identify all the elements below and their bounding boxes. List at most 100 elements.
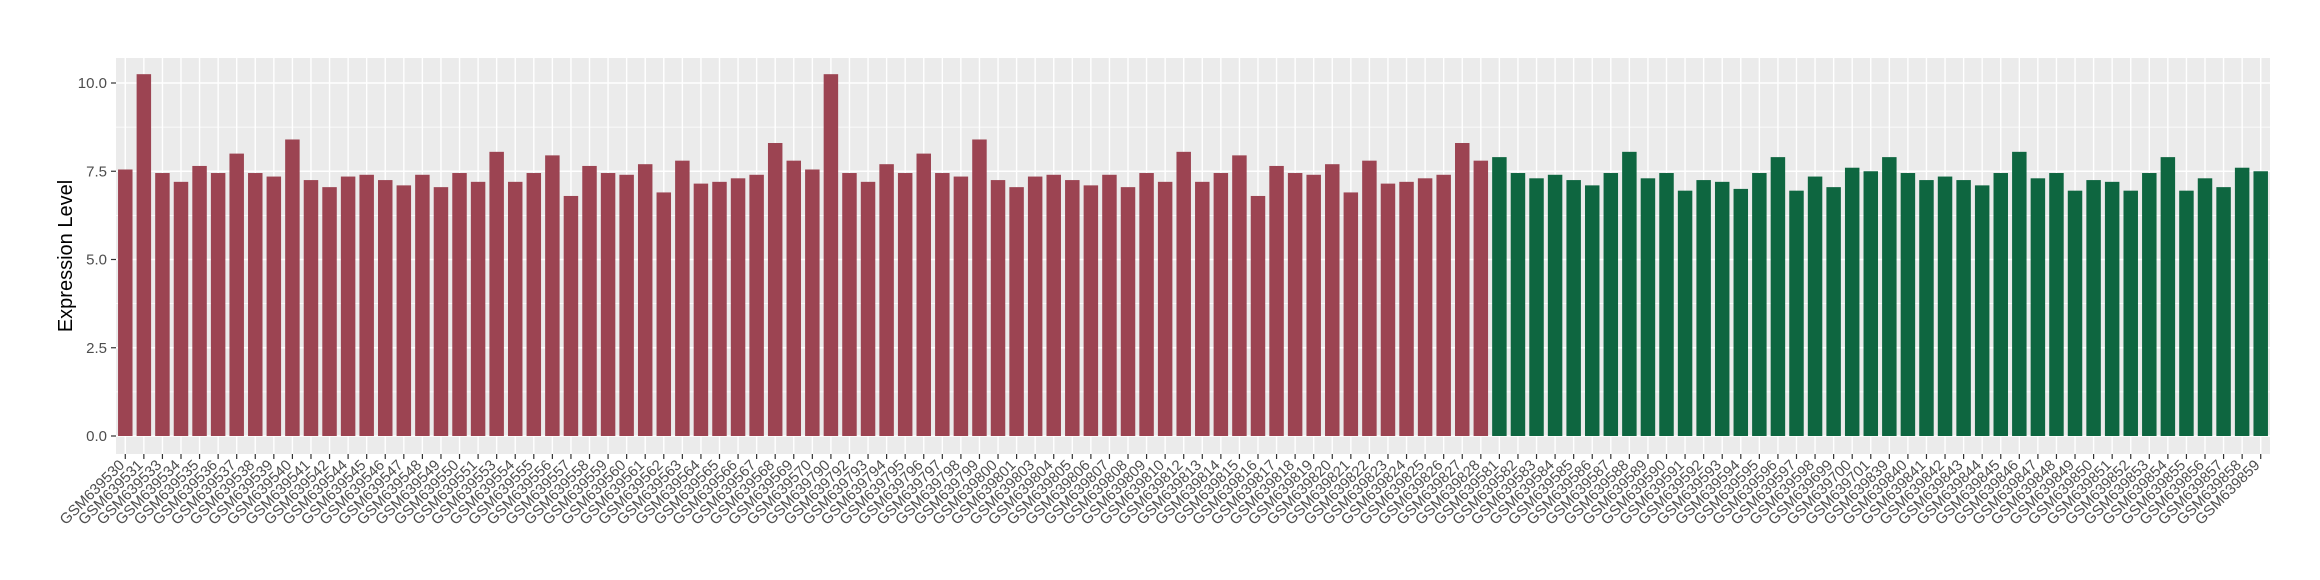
bar-GSM639845 bbox=[1993, 173, 2008, 436]
bar-GSM639596 bbox=[1770, 157, 1786, 436]
bar-GSM639586 bbox=[1584, 185, 1600, 436]
y-tick-label: 7.5 bbox=[86, 163, 107, 180]
bar-GSM639844 bbox=[1974, 185, 1990, 436]
bar-GSM639569 bbox=[786, 160, 802, 436]
bar-GSM639827 bbox=[1455, 143, 1470, 436]
bar-GSM639813 bbox=[1195, 181, 1210, 436]
bar-GSM639566 bbox=[730, 178, 746, 436]
bar-GSM639807 bbox=[1102, 174, 1117, 436]
x-axis: GSM639530GSM639531GSM639533GSM639534GSM6… bbox=[57, 454, 2264, 528]
bar-GSM639853 bbox=[2142, 173, 2157, 436]
bar-GSM639536 bbox=[210, 173, 226, 436]
bar-GSM639819 bbox=[1306, 174, 1321, 436]
bar-GSM639818 bbox=[1287, 173, 1303, 436]
bar-GSM639587 bbox=[1603, 173, 1619, 436]
bar-GSM639556 bbox=[545, 155, 560, 436]
bar-GSM639790 bbox=[823, 74, 839, 437]
bar-GSM639597 bbox=[1789, 190, 1804, 436]
bar-GSM639847 bbox=[2030, 178, 2046, 436]
bar-GSM639544 bbox=[340, 176, 356, 437]
bar-GSM639539 bbox=[266, 176, 282, 437]
bar-GSM639795 bbox=[897, 173, 913, 436]
bar-GSM639530 bbox=[118, 169, 133, 437]
bar-GSM639699 bbox=[1826, 187, 1841, 436]
bar-GSM639562 bbox=[656, 192, 672, 436]
bar-GSM639822 bbox=[1362, 160, 1377, 436]
bar-GSM639809 bbox=[1139, 173, 1154, 436]
bar-GSM639849 bbox=[2067, 190, 2083, 436]
bar-GSM639531 bbox=[136, 74, 152, 437]
bar-GSM639821 bbox=[1343, 192, 1359, 436]
bar-series bbox=[118, 74, 2268, 437]
bar-GSM639555 bbox=[526, 173, 542, 436]
bar-GSM639535 bbox=[192, 165, 207, 436]
bar-GSM639808 bbox=[1120, 187, 1136, 436]
bar-GSM639583 bbox=[1529, 178, 1544, 436]
bar-GSM639798 bbox=[953, 176, 969, 437]
bar-GSM639589 bbox=[1640, 178, 1656, 436]
bar-GSM639567 bbox=[749, 174, 764, 436]
bar-GSM639793 bbox=[860, 181, 876, 436]
bar-GSM639557 bbox=[563, 195, 579, 436]
bar-GSM639856 bbox=[2197, 178, 2213, 436]
bar-GSM639534 bbox=[173, 181, 189, 436]
y-tick-label: 10.0 bbox=[78, 75, 107, 92]
bar-GSM639817 bbox=[1269, 165, 1284, 436]
y-axis: 0.0 2.5 5.0 7.5 10.0 bbox=[78, 75, 116, 445]
bar-GSM639800 bbox=[990, 180, 1006, 436]
bar-GSM639796 bbox=[916, 153, 931, 436]
bar-GSM639558 bbox=[582, 165, 597, 436]
bar-GSM639584 bbox=[1547, 174, 1563, 436]
bar-GSM639851 bbox=[2104, 181, 2120, 436]
bar-GSM639824 bbox=[1399, 181, 1414, 436]
bar-GSM639588 bbox=[1622, 151, 1637, 436]
bar-GSM639850 bbox=[2086, 180, 2101, 436]
bar-GSM639559 bbox=[600, 173, 616, 436]
bar-GSM639846 bbox=[2012, 151, 2027, 436]
bar-GSM639794 bbox=[879, 164, 894, 436]
bar-GSM639541 bbox=[303, 180, 319, 436]
bar-GSM639592 bbox=[1696, 180, 1711, 436]
bar-GSM639593 bbox=[1714, 181, 1730, 436]
bar-GSM639581 bbox=[1492, 157, 1507, 436]
bar-GSM639594 bbox=[1733, 188, 1749, 436]
bar-GSM639823 bbox=[1380, 183, 1396, 436]
y-axis-title: Expression Level bbox=[55, 180, 77, 332]
bar-GSM639700 bbox=[1844, 167, 1860, 436]
bar-GSM639582 bbox=[1510, 173, 1526, 436]
bar-GSM639803 bbox=[1027, 176, 1043, 437]
bar-GSM639565 bbox=[712, 181, 727, 436]
bar-GSM639537 bbox=[229, 153, 244, 436]
bar-GSM639540 bbox=[285, 139, 300, 437]
bar-GSM639570 bbox=[805, 169, 820, 437]
bar-GSM639806 bbox=[1083, 185, 1099, 436]
bar-GSM639591 bbox=[1677, 190, 1693, 436]
bar-GSM639533 bbox=[155, 173, 170, 436]
bar-GSM639848 bbox=[2049, 173, 2064, 436]
bar-GSM639560 bbox=[619, 174, 634, 436]
bar-GSM639814 bbox=[1213, 173, 1229, 436]
bar-GSM639546 bbox=[378, 180, 393, 436]
bar-GSM639538 bbox=[248, 173, 263, 436]
bar-GSM639563 bbox=[675, 160, 690, 436]
bar-GSM639855 bbox=[2179, 190, 2194, 436]
bar-GSM639804 bbox=[1046, 174, 1061, 436]
bar-GSM639799 bbox=[972, 139, 987, 437]
bar-GSM639825 bbox=[1417, 178, 1433, 436]
y-tick-label: 5.0 bbox=[86, 252, 107, 269]
bar-GSM639839 bbox=[1882, 157, 1897, 436]
bar-GSM639828 bbox=[1473, 160, 1489, 436]
bar-GSM639547 bbox=[396, 185, 412, 436]
bar-GSM639542 bbox=[322, 187, 337, 436]
bar-GSM639826 bbox=[1436, 174, 1451, 436]
bar-GSM639843 bbox=[1956, 180, 1971, 436]
bar-GSM639810 bbox=[1157, 181, 1173, 436]
bar-GSM639564 bbox=[693, 183, 709, 436]
y-tick-label: 2.5 bbox=[86, 340, 107, 357]
bar-GSM639857 bbox=[2216, 187, 2231, 436]
bar-GSM639815 bbox=[1232, 155, 1247, 436]
bar-GSM639548 bbox=[415, 174, 430, 436]
bar-GSM639550 bbox=[452, 173, 467, 436]
bar-GSM639852 bbox=[2123, 190, 2138, 436]
